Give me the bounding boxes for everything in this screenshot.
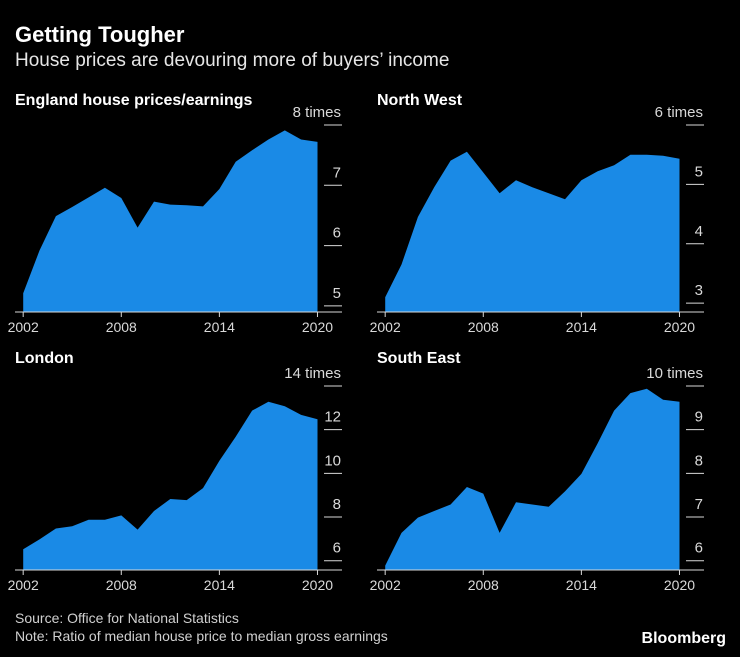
y-tick-label: 9 <box>695 409 703 426</box>
bloomberg-logo: Bloomberg <box>641 630 726 647</box>
x-tick-label: 2008 <box>106 319 137 335</box>
x-tick-label: 2002 <box>370 577 401 593</box>
x-tick-label: 2008 <box>106 577 137 593</box>
y-tick-label: 4 <box>695 223 703 240</box>
x-tick-label: 2020 <box>664 319 695 335</box>
methodology-note: Note: Ratio of median house price to med… <box>15 628 388 644</box>
chart-title: Getting Tougher <box>15 22 185 47</box>
x-tick-label: 2008 <box>468 319 499 335</box>
panel-title: South East <box>377 350 461 367</box>
y-tick-label: 5 <box>333 285 341 302</box>
area-chart-london: 2002 2008 2014 2020 6 8 10 12 14 times <box>8 365 342 593</box>
y-tick-label: 3 <box>695 282 703 299</box>
area-series <box>385 388 680 570</box>
y-tick-label: 7 <box>333 164 341 181</box>
area-chart-north-west: 2002 2008 2014 2020 3 4 5 6 times <box>370 104 704 335</box>
y-tick-label: 6 times <box>655 104 703 121</box>
y-tick-label: 7 <box>695 496 703 513</box>
y-tick-label: 10 <box>324 452 341 469</box>
y-tick-label: 8 times <box>293 104 341 121</box>
source-note: Source: Office for National Statistics <box>15 610 239 626</box>
panel-title: North West <box>377 92 463 109</box>
panel-south-east: South East 2002 2008 2014 2020 6 7 8 9 10 times <box>370 350 737 600</box>
area-series <box>23 401 318 570</box>
x-tick-label: 2014 <box>204 577 235 593</box>
area-chart-south-east: 2002 2008 2014 2020 6 7 8 9 10 times <box>370 365 704 593</box>
area-series <box>385 151 680 312</box>
x-tick-label: 2014 <box>204 319 235 335</box>
area-series <box>23 130 318 312</box>
y-tick-label: 8 <box>695 452 703 469</box>
panel-north-west: North West 2002 2008 2014 2020 3 4 5 6 times <box>370 92 737 342</box>
chart-subtitle: House prices are devouring more of buyer… <box>15 50 450 71</box>
x-tick-label: 2002 <box>8 577 39 593</box>
y-tick-label: 6 <box>333 225 341 242</box>
panel-england: England house prices/earnings 2002 2008 20… <box>8 92 375 342</box>
x-tick-label: 2008 <box>468 577 499 593</box>
y-tick-label: 12 <box>324 409 341 426</box>
panel-title: London <box>15 350 74 367</box>
y-tick-label: 6 <box>333 540 341 557</box>
x-tick-label: 2020 <box>664 577 695 593</box>
panel-london: London 2002 2008 2014 2020 6 8 10 12 14 times <box>8 350 375 600</box>
x-tick-label: 2020 <box>302 577 333 593</box>
panel-title: England house prices/earnings <box>15 92 253 109</box>
x-tick-label: 2002 <box>8 319 39 335</box>
y-tick-label: 8 <box>333 496 341 513</box>
area-chart-england: 2002 2008 2014 2020 5 6 7 8 times <box>8 104 342 335</box>
x-tick-label: 2014 <box>566 577 597 593</box>
x-tick-label: 2014 <box>566 319 597 335</box>
x-tick-label: 2020 <box>302 319 333 335</box>
x-tick-label: 2002 <box>370 319 401 335</box>
y-tick-label: 10 times <box>646 365 703 382</box>
y-tick-label: 5 <box>695 163 703 180</box>
y-tick-label: 6 <box>695 540 703 557</box>
y-tick-label: 14 times <box>284 365 341 382</box>
